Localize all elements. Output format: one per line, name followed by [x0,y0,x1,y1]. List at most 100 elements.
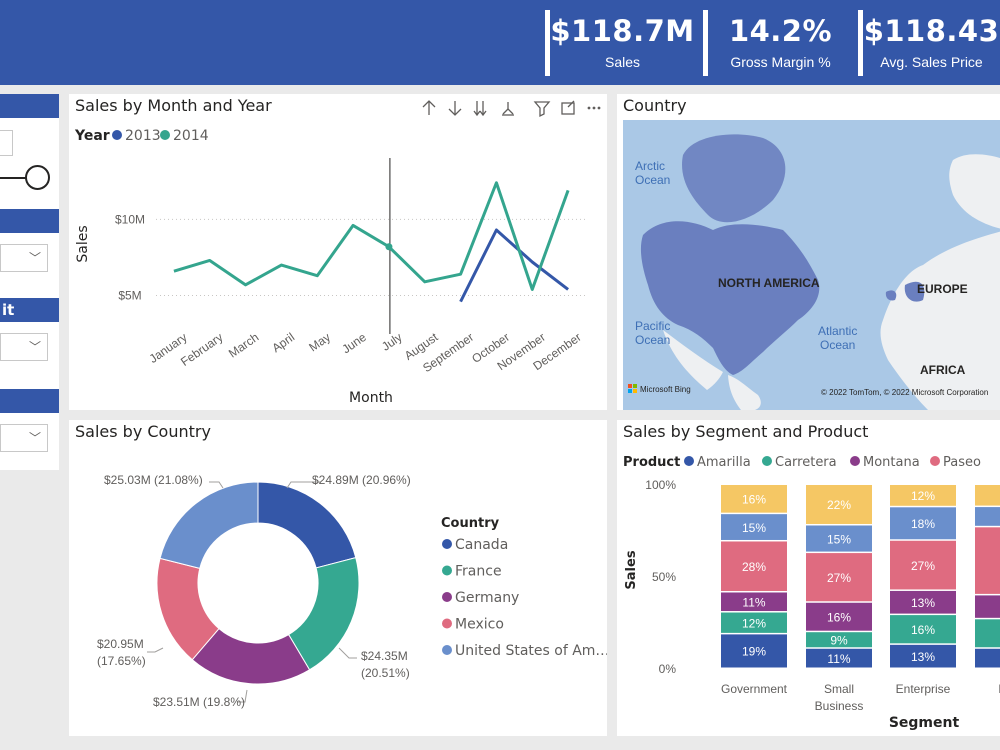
x-tick-label: June [339,330,369,357]
segment-label: 11% [742,596,765,610]
slider-track [0,177,30,179]
stacked-segment[interactable] [975,648,1000,668]
slicer-header-2 [0,209,59,233]
data-label: (17.65%) [97,654,146,668]
stacked-segment[interactable] [721,514,787,540]
chevron-down-icon: ﹀ [28,251,41,265]
stacked-segment[interactable] [721,612,787,633]
stacked-bar-panel[interactable]: Sales by Segment and Product Product Amar… [617,420,1000,736]
segment-label: 12% [742,616,766,630]
slicer-header-3-label: it [2,301,15,319]
europe-highlight[interactable] [904,281,925,302]
legend-marker [442,645,452,655]
drill-up-icon[interactable] [422,100,436,115]
series-line-2014[interactable] [173,181,570,291]
europe-africa-land [880,231,1000,410]
stacked-segment[interactable] [721,485,787,513]
stacked-segment[interactable] [806,648,872,668]
north-america-region[interactable] [640,221,820,375]
kpi-value: $118.43 [863,14,1000,48]
expand-all-icon[interactable] [473,101,487,117]
slicer-dropdown-3[interactable]: ﹀ [0,333,48,361]
leader-line [338,647,357,659]
expand-hierarchy-icon[interactable] [502,102,514,116]
segment-label: 13% [911,596,935,610]
stacked-segment[interactable] [975,527,1000,594]
stacked-segment[interactable] [975,619,1000,648]
slicer-dropdown-4[interactable]: ﹀ [0,424,48,452]
stacked-segment[interactable] [975,485,1000,506]
stacked-segment[interactable] [721,541,787,591]
segment-label: 16% [827,610,851,624]
stacked-segment[interactable] [806,485,872,524]
y-axis-title: Sales [75,225,91,262]
segment-label: 22% [827,498,851,512]
map-label-arctic: Arctic Ocean [635,159,670,187]
legend-title: Year [74,128,110,144]
donut-chart-panel[interactable]: Sales by Country $24.89M (20.96%) $24.35M… [69,420,607,736]
filter-icon[interactable] [533,101,551,118]
stacked-segment[interactable] [890,615,956,644]
donut-slice-united-states-of-am-[interactable] [159,481,259,569]
country-map[interactable]: Arctic Ocean NORTH AMERICA EUROPE Pacific… [623,120,1000,410]
legend-label: Carretera [775,455,837,470]
focus-mode-icon[interactable] [561,100,575,115]
panel-title: Sales by Segment and Product [623,422,869,441]
x-tick-label: Government [721,682,788,696]
greenland-region [682,134,786,223]
slicer-dropdown-2[interactable]: ﹀ [0,244,48,272]
kpi-card-sales[interactable]: $118.7M Sales [545,10,695,76]
kpi-card-avg-sales-price[interactable]: $118.43 Avg. Sales Price [858,10,1000,76]
x-axis-title: Month [349,390,393,406]
slider-handle[interactable] [25,165,50,190]
stacked-segment[interactable] [806,632,872,648]
x-axis-title: Segment [889,715,960,731]
legend-marker [850,456,860,466]
segment-label: 15% [742,521,766,535]
y-tick-label: $10M [115,212,145,226]
x-tick-label: Mid [998,682,1000,696]
stacked-segment[interactable] [806,553,872,602]
chevron-down-icon: ﹀ [28,340,41,354]
map-panel[interactable]: Country Arctic Ocean NORTH AMERICA EUROPE… [617,94,1000,410]
drill-down-icon[interactable] [448,101,462,116]
x-tick-label: Business [815,699,864,713]
kpi-value: $118.7M [550,14,695,48]
stacked-segment[interactable] [975,507,1000,526]
panel-title: Sales by Country [75,422,211,441]
hover-point[interactable] [385,243,393,251]
panel-title: Sales by Month and Year [75,96,272,115]
stacked-segment[interactable] [890,507,956,540]
stacked-segment[interactable] [806,525,872,552]
segment-label: 13% [911,650,935,664]
slicer-header-3: it [0,298,59,322]
more-options-icon[interactable] [587,106,601,110]
stacked-segment[interactable] [721,592,787,612]
line-chart-panel[interactable]: Sales by Month and Year Year 2013 2014 $10M… [69,94,607,410]
series-line-2013[interactable] [459,228,569,303]
kpi-card-gross-margin[interactable]: 14.2% Gross Margin % [703,10,853,76]
x-tick-label: April [269,330,297,355]
central-america-land [728,375,761,410]
stacked-segment[interactable] [890,540,956,590]
slicer-date-input[interactable] [0,130,13,156]
stacked-segment[interactable] [721,634,787,668]
map-label-north-america: NORTH AMERICA [718,276,820,290]
stacked-segment[interactable] [890,590,956,614]
legend-marker [930,456,940,466]
scandinavia-land [949,154,1000,229]
legend-label: United States of Am… [455,643,607,659]
stacked-segment[interactable] [975,595,1000,618]
map-label-europe: EUROPE [917,282,968,296]
stacked-segment[interactable] [806,602,872,631]
x-tick-label: Small [824,682,854,696]
segment-label: 27% [911,559,935,573]
donut-slice-canada[interactable] [257,481,357,569]
stacked-segment[interactable] [890,644,956,668]
stacked-bar-chart: ProductAmarillaCarreteraMontanaPaseoVelo… [623,455,1000,731]
slicer-header-1 [0,94,59,118]
visual-header-icons [418,96,608,120]
uk-highlight[interactable] [885,290,897,301]
panel-title: Country [623,96,687,115]
stacked-segment[interactable] [890,485,956,506]
